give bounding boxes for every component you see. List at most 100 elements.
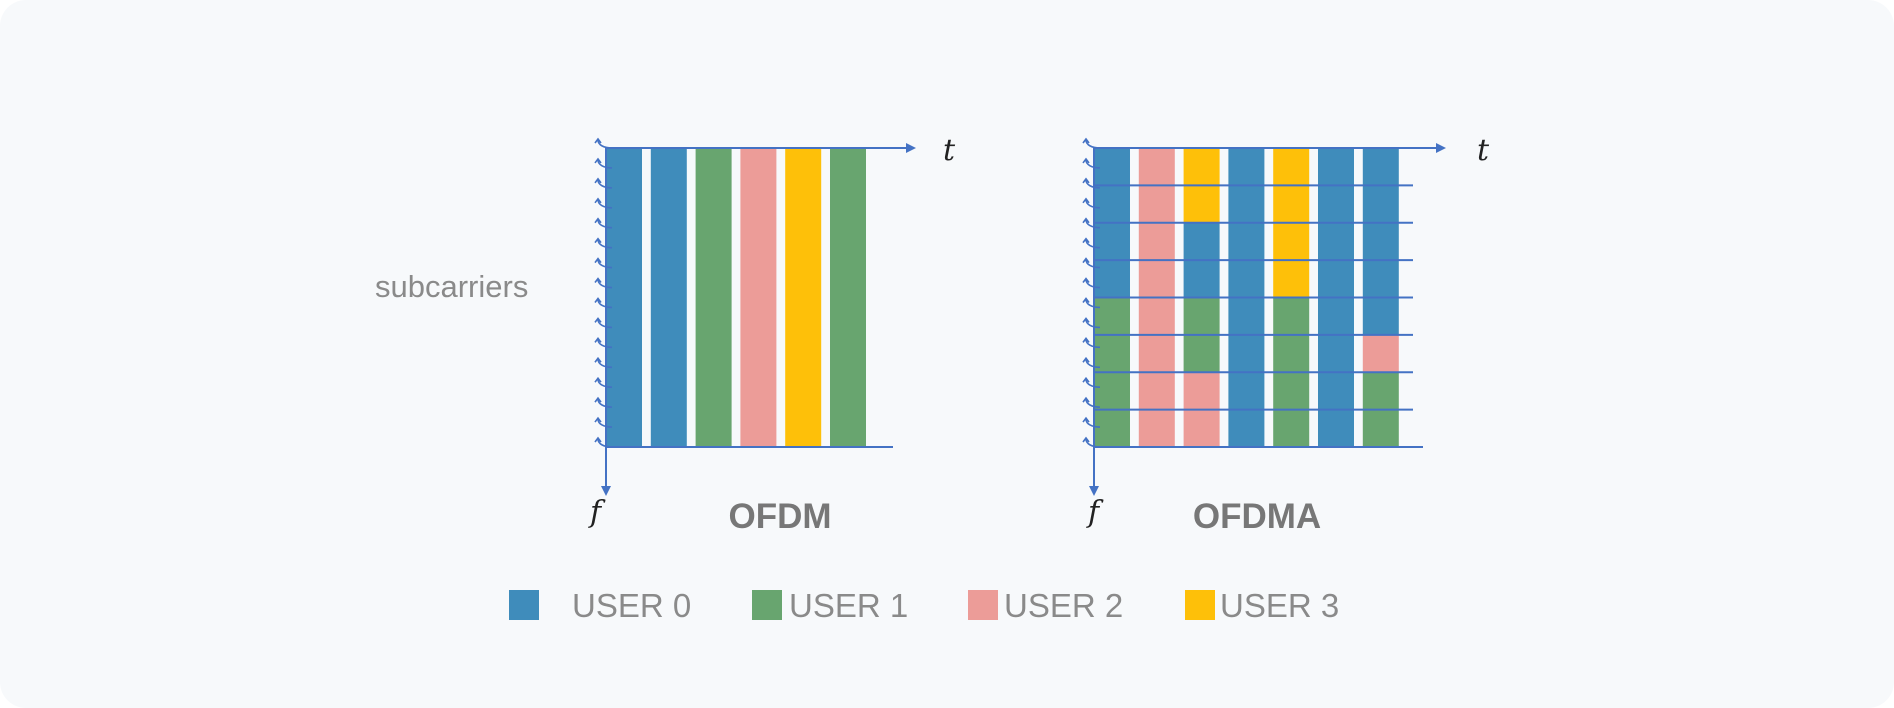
- ofdm-subcarrier-symbol: [594, 376, 613, 388]
- ofdma-chart: t f OFDMA: [1082, 133, 1490, 536]
- ofdm-slot-user-0: [650, 148, 687, 447]
- ofdma-block-user-0: [1183, 222, 1220, 261]
- ofdma-subcarrier-symbol: [1082, 336, 1101, 349]
- ofdma-block-user-1: [1362, 409, 1399, 448]
- legend-swatch-user-3: [1185, 590, 1215, 620]
- ofdma-time-axis-label: t: [1477, 133, 1490, 168]
- legend-swatch-user-0: [509, 590, 539, 620]
- ofdma-block-user-1: [1273, 372, 1310, 411]
- ofdma-frequency-axis-label: f: [1086, 495, 1104, 530]
- ofdma-block-user-0: [1228, 297, 1265, 336]
- ofdma-block-user-1: [1183, 334, 1220, 373]
- ofdma-block-user-1: [1273, 334, 1310, 373]
- ofdma-block-user-0: [1183, 260, 1220, 298]
- ofdma-subcarrier-symbol: [1082, 197, 1101, 209]
- ofdm-subcarrier-symbol: [594, 336, 613, 349]
- ofdm-subcarrier-symbol: [594, 317, 613, 329]
- ofdm-subcarrier-symbol: [594, 137, 613, 149]
- ofdma-subcarrier-symbol: [1082, 157, 1101, 169]
- ofdm-title: OFDM: [728, 497, 831, 536]
- ofdm-subcarrier-symbol: [594, 197, 613, 209]
- ofdma-subcarrier-symbol: [1082, 237, 1101, 249]
- ofdma-subcarrier-symbol: [1082, 277, 1101, 289]
- ofdma-subcarrier-symbol: [1082, 317, 1101, 329]
- ofdma-block-user-0: [1318, 222, 1354, 261]
- ofdma-block-user-0: [1362, 260, 1399, 298]
- ofdma-subcarrier-symbol: [1082, 257, 1101, 269]
- ofdma-subcarrier-symbol: [1082, 376, 1101, 388]
- ofdma-block-user-1: [1094, 334, 1130, 373]
- ofdm-subcarrier-symbol: [594, 416, 613, 428]
- ofdma-subcarrier-symbol: [1082, 217, 1101, 229]
- ofdma-block-user-0: [1094, 148, 1130, 186]
- ofdma-block-user-2: [1138, 372, 1175, 411]
- ofdma-block-user-3: [1273, 222, 1310, 261]
- ofdm-slot-user-1: [830, 148, 866, 447]
- ofdma-block-user-0: [1228, 222, 1265, 261]
- ofdm-frequency-axis-label: f: [588, 495, 606, 530]
- ofdma-block-user-0: [1318, 409, 1354, 448]
- ofdm-chart: t f OFDM: [588, 133, 956, 536]
- ofdma-title: OFDMA: [1193, 497, 1321, 536]
- ofdma-block-user-2: [1138, 222, 1175, 261]
- ofdma-block-user-0: [1228, 372, 1265, 411]
- legend-swatch-user-1: [752, 590, 782, 620]
- ofdm-slot-user-0: [606, 148, 642, 447]
- ofdma-block-user-2: [1138, 148, 1175, 186]
- ofdma-subcarrier-symbol: [1082, 416, 1101, 428]
- ofdma-block-user-1: [1094, 297, 1130, 336]
- ofdma-block-user-0: [1318, 185, 1354, 224]
- ofdma-block-user-2: [1138, 260, 1175, 298]
- legend-label-user-1: USER 1: [789, 587, 908, 624]
- legend-label-user-0: USER 0: [572, 587, 691, 624]
- ofdm-subcarrier-symbol: [594, 356, 613, 369]
- ofdma-subcarrier-symbols: [1082, 137, 1101, 448]
- ofdma-block-user-0: [1362, 185, 1399, 224]
- ofdma-block-user-1: [1273, 409, 1310, 448]
- ofdm-subcarrier-symbol: [594, 177, 613, 189]
- ofdma-subcarrier-symbol: [1082, 356, 1101, 369]
- ofdma-block-user-3: [1273, 260, 1310, 298]
- ofdm-subcarrier-symbol: [594, 217, 613, 229]
- ofdma-block-user-0: [1362, 297, 1399, 336]
- ofdma-block-user-1: [1094, 409, 1130, 448]
- ofdma-block-user-2: [1138, 334, 1175, 373]
- ofdma-block-user-0: [1094, 185, 1130, 224]
- ofdma-block-user-2: [1362, 334, 1399, 373]
- ofdma-resource-blocks: [1094, 148, 1399, 448]
- ofdma-block-user-0: [1228, 334, 1265, 373]
- ofdma-block-user-2: [1138, 185, 1175, 224]
- ofdma-block-user-2: [1138, 297, 1175, 336]
- legend-label-user-3: USER 3: [1220, 587, 1339, 624]
- subcarriers-label: subcarriers: [375, 269, 528, 304]
- ofdma-block-user-0: [1228, 409, 1265, 448]
- ofdma-block-user-0: [1318, 372, 1354, 411]
- ofdma-block-user-0: [1228, 148, 1265, 186]
- ofdma-subcarrier-symbol: [1082, 297, 1101, 309]
- ofdma-block-user-3: [1183, 185, 1220, 224]
- ofdma-block-user-1: [1183, 297, 1220, 336]
- legend-swatch-user-2: [968, 590, 998, 620]
- ofdma-block-user-0: [1094, 222, 1130, 261]
- ofdm-subcarrier-symbol: [594, 396, 613, 408]
- ofdm-subcarrier-symbol: [594, 257, 613, 269]
- ofdma-subcarrier-symbol: [1082, 177, 1101, 189]
- legend-label-user-2: USER 2: [1004, 587, 1123, 624]
- ofdma-block-user-0: [1318, 148, 1354, 186]
- ofdma-block-user-1: [1362, 372, 1399, 411]
- ofdm-slot-user-2: [740, 148, 777, 447]
- ofdma-subcarrier-symbol: [1082, 396, 1101, 408]
- ofdma-band-lines: [1094, 184, 1413, 411]
- ofdma-block-user-3: [1273, 185, 1310, 224]
- legend: USER 0 USER 1 USER 2 USER 3: [509, 587, 1339, 624]
- ofdma-block-user-0: [1318, 334, 1354, 373]
- ofdm-subcarrier-symbol: [594, 277, 613, 289]
- ofdm-subcarrier-symbol: [594, 297, 613, 309]
- ofdma-block-user-0: [1318, 297, 1354, 336]
- ofdma-block-user-2: [1138, 409, 1175, 448]
- ofdma-block-user-0: [1318, 260, 1354, 298]
- ofdma-block-user-0: [1362, 222, 1399, 261]
- ofdma-block-user-0: [1228, 185, 1265, 224]
- ofdma-block-user-3: [1273, 148, 1310, 186]
